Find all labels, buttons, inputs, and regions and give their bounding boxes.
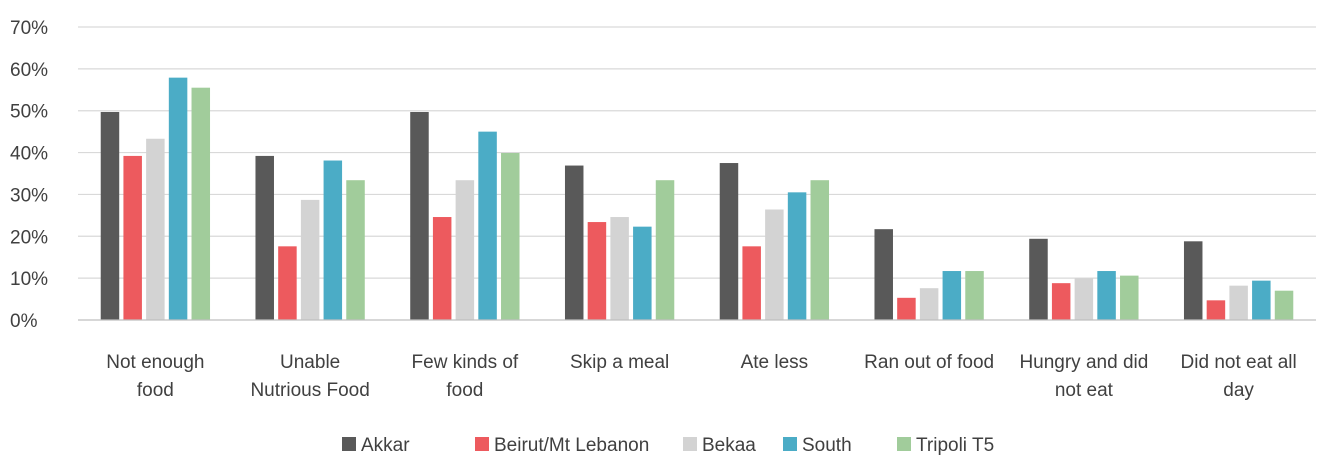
bar	[1274, 290, 1294, 320]
bar	[455, 180, 475, 320]
bar	[346, 180, 365, 320]
y-tick-label: 0%	[10, 311, 38, 332]
bar	[587, 222, 607, 320]
bar	[478, 131, 497, 320]
bar	[810, 180, 830, 320]
legend-swatch	[342, 437, 356, 451]
bar	[874, 229, 893, 320]
y-tick-label: 60%	[10, 60, 48, 81]
bar	[501, 152, 520, 320]
bar	[432, 217, 452, 320]
bar	[100, 111, 120, 320]
bar	[255, 155, 274, 320]
bar	[765, 209, 784, 320]
legend-swatch	[897, 437, 911, 451]
x-category-label: Ran out of food	[864, 352, 994, 373]
x-category-label: Did not eat all day	[1181, 352, 1297, 401]
bar	[1252, 280, 1271, 320]
y-tick-label: 10%	[10, 269, 48, 290]
x-category-label: Ate less	[741, 352, 809, 373]
bar	[1229, 285, 1248, 320]
x-category-label: Unable Nutrious Food	[250, 352, 369, 401]
legend: Akkar Beirut/Mt Lebanon Bekaa South Tripoli …	[342, 435, 994, 456]
legend-label: Akkar	[361, 435, 410, 456]
bar	[123, 155, 142, 320]
bar	[1029, 238, 1048, 320]
bar	[323, 160, 343, 320]
bar	[191, 87, 211, 320]
y-axis-ticks: 0% 10% 20% 30% 40% 50% 60% 70%	[10, 18, 48, 332]
legend-label: South	[802, 435, 852, 456]
bar	[1097, 271, 1116, 320]
bar	[278, 246, 297, 320]
bar	[719, 163, 739, 320]
gridlines	[78, 26, 1316, 279]
legend-swatch	[683, 437, 697, 451]
y-tick-label: 20%	[10, 227, 48, 248]
y-tick-label: 40%	[10, 144, 48, 165]
bar	[919, 288, 939, 320]
bar	[655, 180, 675, 320]
x-category-label: Not enough food	[106, 352, 204, 401]
bar	[610, 217, 629, 320]
legend-label: Beirut/Mt Lebanon	[494, 435, 649, 456]
legend-label: Tripoli T5	[916, 435, 994, 456]
y-tick-label: 50%	[10, 102, 48, 123]
x-category-label: Hungry and did not eat	[1019, 352, 1148, 401]
bar	[1206, 300, 1226, 320]
y-tick-label: 30%	[10, 185, 48, 206]
legend-label: Bekaa	[702, 435, 756, 456]
bar	[1120, 275, 1139, 320]
x-category-label: Few kinds of food	[412, 352, 519, 401]
x-axis-categories: Not enough food Unable Nutrious Food Few kin…	[106, 352, 1296, 401]
bars	[100, 77, 1294, 320]
bar	[1051, 283, 1071, 320]
bar	[564, 165, 584, 320]
bar	[633, 226, 652, 320]
bar	[897, 297, 916, 320]
y-tick-label: 70%	[10, 18, 48, 39]
bar	[787, 192, 807, 320]
bar	[146, 138, 165, 320]
bar	[168, 77, 188, 320]
bar	[410, 111, 429, 320]
bar	[300, 199, 320, 320]
legend-swatch	[783, 437, 797, 451]
bar	[965, 271, 984, 320]
bar	[1074, 278, 1094, 320]
bar	[1183, 241, 1203, 320]
bar	[742, 246, 761, 320]
x-category-label: Skip a meal	[570, 352, 669, 373]
bar	[942, 271, 962, 320]
legend-swatch	[475, 437, 489, 451]
